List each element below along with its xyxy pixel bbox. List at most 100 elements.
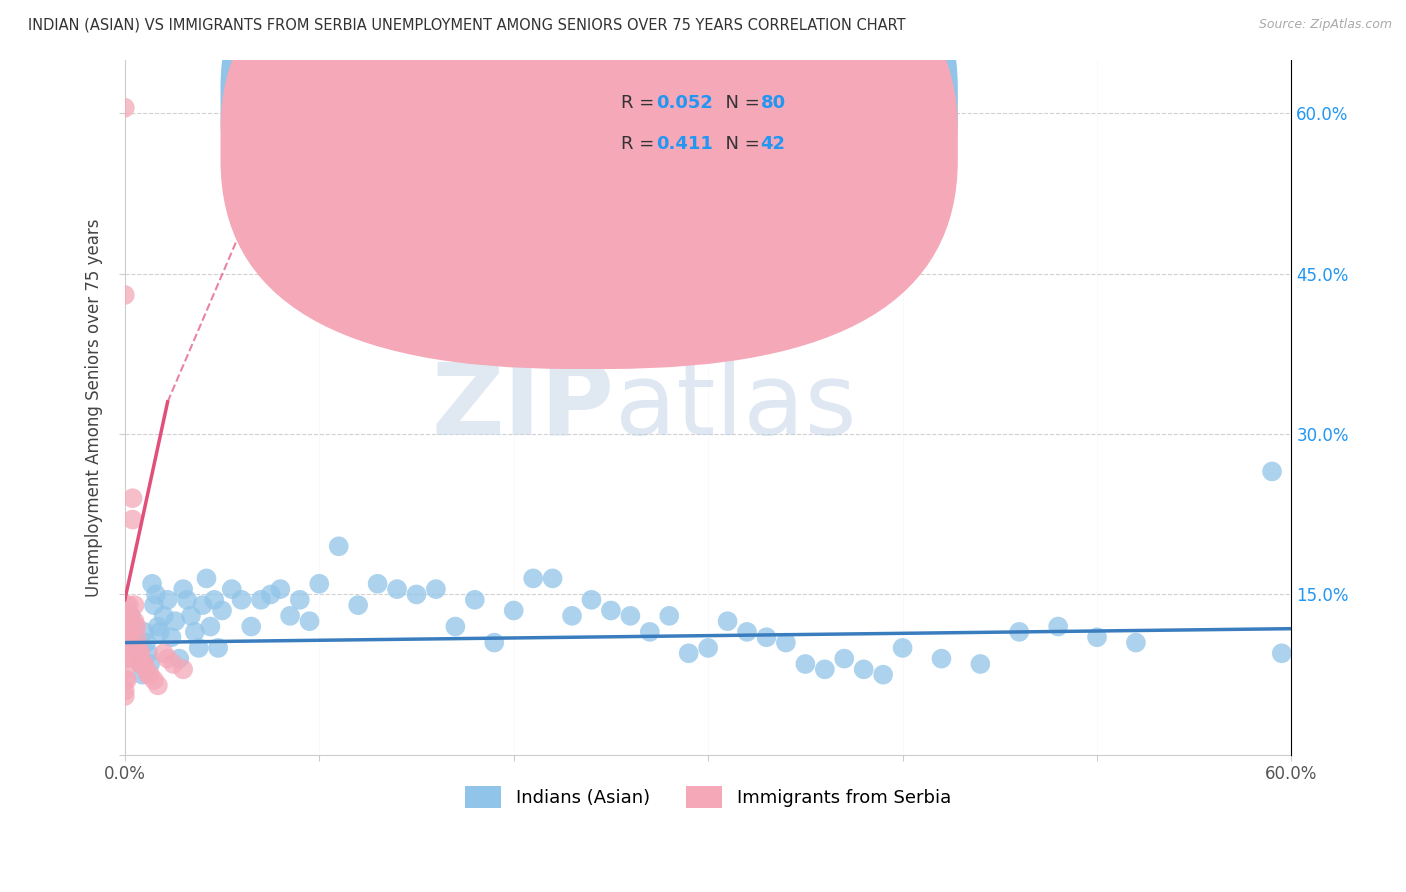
Point	[658, 608, 681, 623]
Point	[211, 603, 233, 617]
Point	[176, 592, 198, 607]
Point	[115, 630, 138, 644]
Point	[200, 619, 222, 633]
FancyBboxPatch shape	[544, 67, 860, 178]
Point	[278, 608, 301, 623]
Point	[1085, 630, 1108, 644]
Point	[114, 662, 136, 676]
Point	[141, 576, 163, 591]
Point	[180, 608, 202, 623]
Point	[114, 101, 136, 115]
Point	[191, 598, 214, 612]
Point	[114, 673, 136, 687]
Point	[125, 619, 148, 633]
Point	[143, 673, 166, 687]
Point	[367, 576, 389, 591]
Point	[118, 630, 141, 644]
Point	[931, 651, 953, 665]
Point	[156, 651, 179, 665]
Point	[735, 624, 758, 639]
Point	[124, 598, 146, 612]
Point	[172, 662, 194, 676]
Point	[114, 288, 136, 302]
Point	[260, 587, 283, 601]
Point	[308, 576, 330, 591]
Point	[146, 619, 169, 633]
Point	[160, 630, 183, 644]
Point	[169, 651, 191, 665]
FancyBboxPatch shape	[221, 0, 957, 369]
Point	[115, 673, 138, 687]
Point	[120, 624, 142, 639]
Point	[120, 608, 142, 623]
Point	[129, 657, 152, 671]
FancyBboxPatch shape	[221, 0, 957, 327]
Point	[146, 678, 169, 692]
Text: N =: N =	[714, 136, 765, 153]
Text: INDIAN (ASIAN) VS IMMIGRANTS FROM SERBIA UNEMPLOYMENT AMONG SENIORS OVER 75 YEAR: INDIAN (ASIAN) VS IMMIGRANTS FROM SERBIA…	[28, 18, 905, 33]
Point	[120, 608, 142, 623]
Point	[115, 619, 138, 633]
Point	[1271, 646, 1294, 660]
Point	[131, 667, 153, 681]
Point	[162, 657, 184, 671]
Point	[134, 657, 156, 671]
Point	[152, 608, 174, 623]
Point	[195, 571, 218, 585]
Point	[638, 624, 661, 639]
Point	[187, 640, 209, 655]
Point	[118, 614, 141, 628]
Point	[852, 662, 875, 676]
Point	[697, 640, 720, 655]
Point	[165, 614, 187, 628]
Point	[149, 624, 172, 639]
Point	[127, 640, 149, 655]
Point	[135, 662, 157, 676]
Point	[115, 651, 138, 665]
Text: Source: ZipAtlas.com: Source: ZipAtlas.com	[1258, 18, 1392, 31]
Point	[114, 651, 136, 665]
Point	[152, 646, 174, 660]
Point	[143, 598, 166, 612]
Point	[678, 646, 700, 660]
Point	[118, 598, 141, 612]
Point	[221, 582, 243, 596]
Point	[1008, 624, 1031, 639]
Point	[131, 657, 153, 671]
Text: atlas: atlas	[614, 359, 856, 456]
Point	[121, 491, 143, 505]
Point	[1125, 635, 1147, 649]
Text: N =: N =	[714, 94, 765, 112]
Point	[347, 598, 370, 612]
Legend: Indians (Asian), Immigrants from Serbia: Indians (Asian), Immigrants from Serbia	[458, 779, 957, 815]
Point	[115, 640, 138, 655]
Point	[444, 619, 467, 633]
Text: 80: 80	[761, 94, 786, 112]
Point	[405, 587, 427, 601]
Point	[139, 667, 162, 681]
Point	[136, 646, 159, 660]
Point	[832, 651, 855, 665]
Point	[425, 582, 447, 596]
Text: ZIP: ZIP	[432, 359, 614, 456]
Point	[114, 689, 136, 703]
Point	[541, 571, 564, 585]
Point	[127, 646, 149, 660]
Point	[522, 571, 544, 585]
Point	[269, 582, 291, 596]
Point	[139, 657, 162, 671]
Point	[114, 683, 136, 698]
Point	[484, 635, 506, 649]
Point	[231, 592, 253, 607]
Point	[121, 512, 143, 526]
Point	[240, 619, 263, 633]
Point	[502, 603, 524, 617]
Point	[129, 646, 152, 660]
Point	[129, 657, 152, 671]
Point	[135, 635, 157, 649]
Point	[115, 608, 138, 623]
Point	[124, 619, 146, 633]
Point	[814, 662, 837, 676]
Point	[464, 592, 486, 607]
Point	[969, 657, 991, 671]
